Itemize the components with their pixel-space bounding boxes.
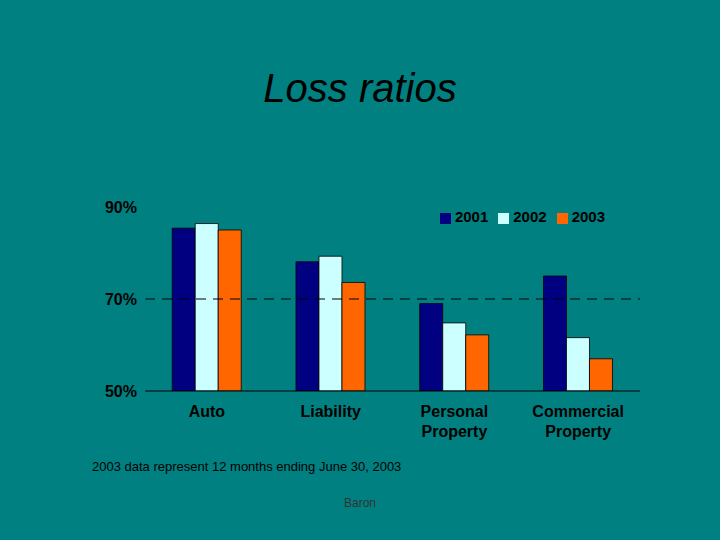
html-text:Baron: Baron (344, 496, 376, 510)
html-text:Loss ratios: Loss ratios (263, 66, 457, 110)
html-text:2001: 2001 (454, 208, 489, 225)
html-text:2003 data represent 12 months: 2003 data represent 12 months ending Jun… (92, 459, 402, 474)
svg-text:90%: 90% (105, 199, 137, 216)
svg-text:70%: 70% (105, 291, 137, 308)
svg-text:PersonalProperty: PersonalProperty (421, 403, 489, 440)
html-text:2002: 2002 (513, 208, 547, 225)
svg-text:Auto: Auto (189, 403, 226, 420)
html-text:2003: 2003 (571, 208, 605, 225)
svg-text:CommercialProperty: CommercialProperty (532, 403, 624, 440)
svg-text:Liability: Liability (300, 403, 361, 420)
svg-text:50%: 50% (105, 383, 137, 400)
